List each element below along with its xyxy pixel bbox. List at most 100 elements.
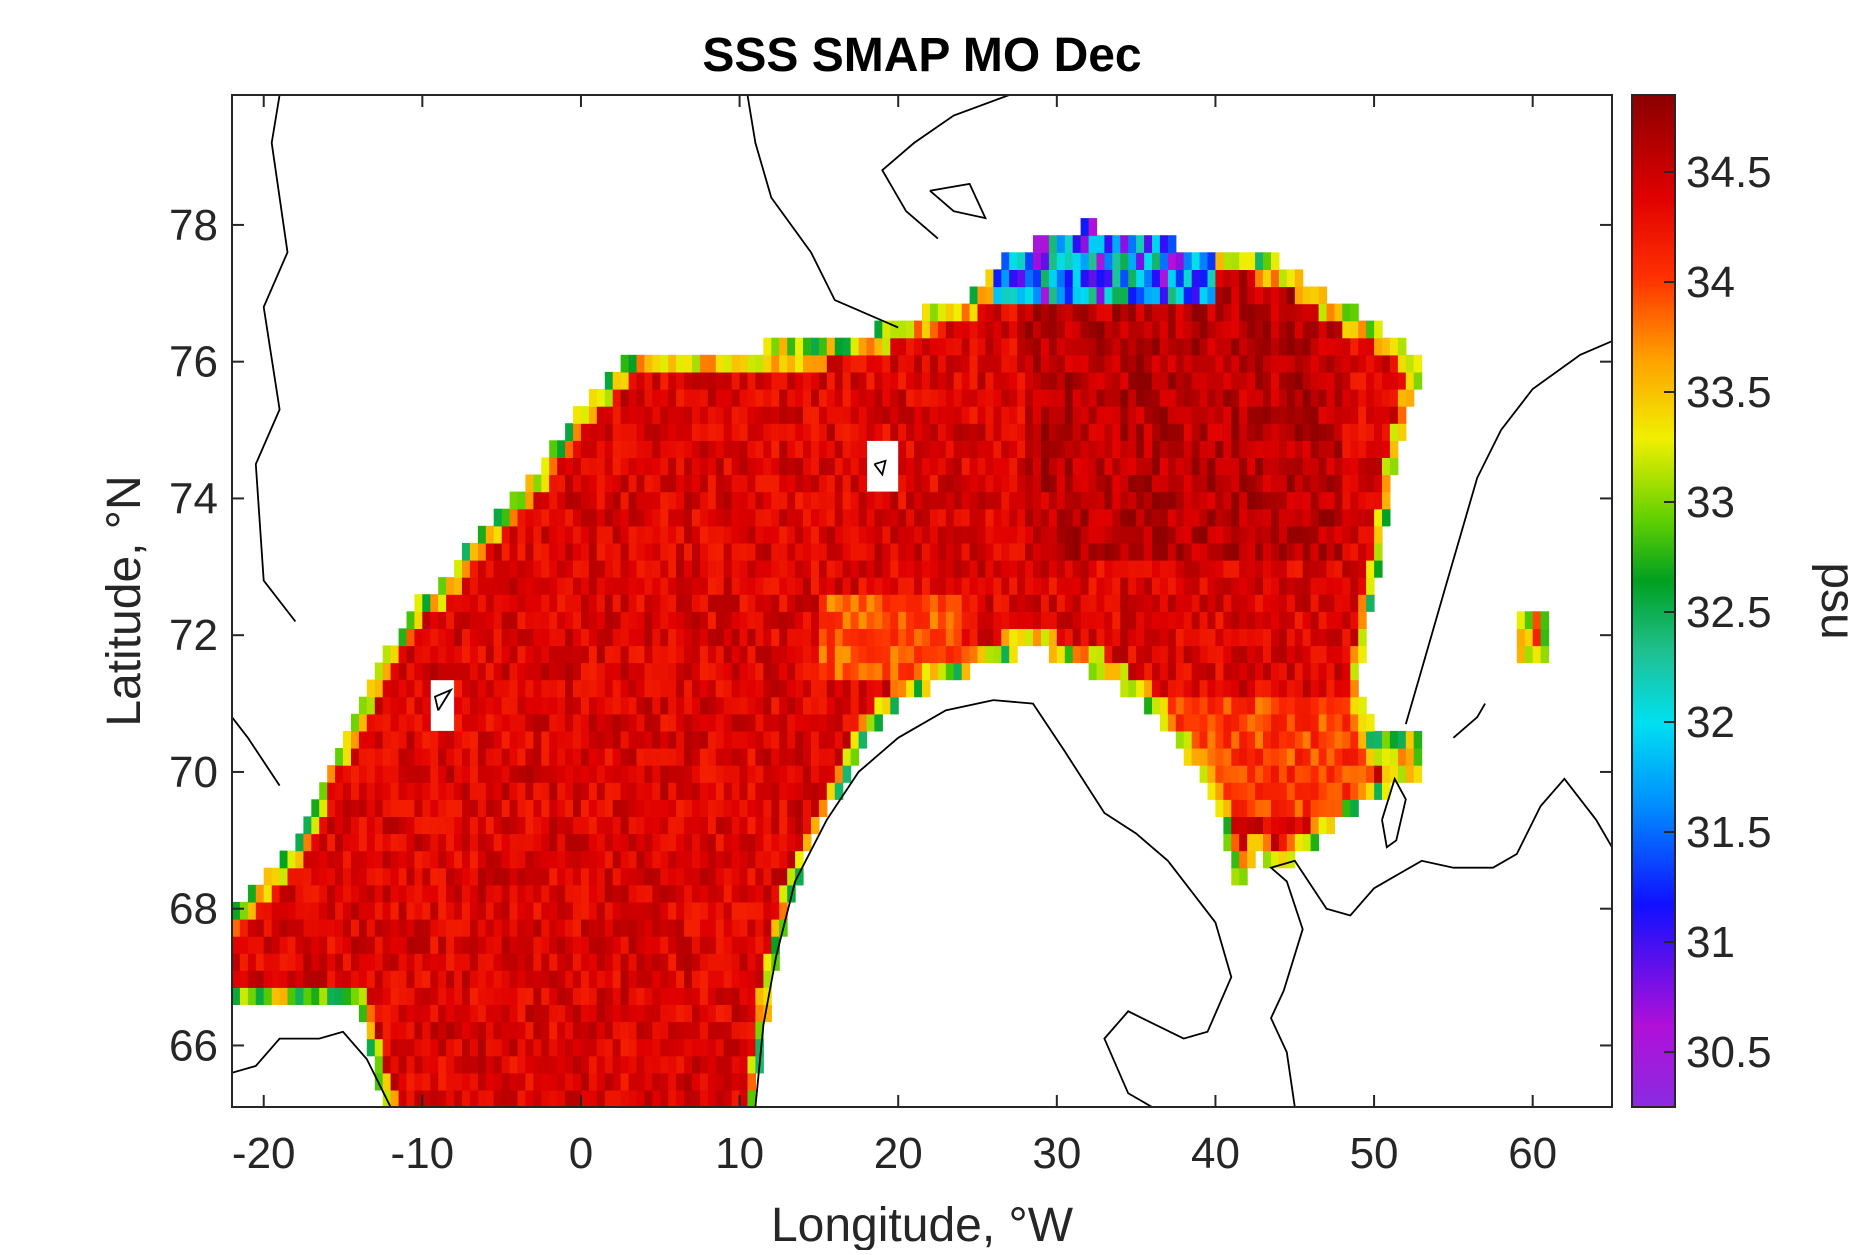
salinity-cell <box>390 1072 400 1091</box>
salinity-cell <box>374 1021 384 1040</box>
salinity-cell <box>573 850 582 869</box>
salinity-cell <box>382 713 392 732</box>
salinity-cell <box>462 987 471 1005</box>
salinity-cell <box>1255 423 1264 441</box>
salinity-cell <box>1128 662 1137 681</box>
salinity-cell <box>898 594 907 612</box>
salinity-cell <box>922 371 931 390</box>
salinity-cell <box>763 457 772 476</box>
salinity-cell <box>1136 594 1145 612</box>
salinity-cell <box>755 782 764 800</box>
salinity-cell <box>1263 713 1272 732</box>
salinity-cell <box>1128 645 1137 664</box>
salinity-cell <box>366 867 376 886</box>
salinity-cell <box>422 867 431 886</box>
salinity-cell <box>739 748 749 766</box>
salinity-cell <box>1215 799 1224 817</box>
salinity-cell <box>1247 679 1256 698</box>
salinity-cell <box>858 560 868 578</box>
salinity-cell <box>517 833 526 852</box>
salinity-cell <box>1231 594 1240 612</box>
salinity-cell <box>351 970 360 988</box>
salinity-cell <box>596 508 606 527</box>
salinity-cell <box>430 765 439 783</box>
salinity-cell <box>1255 628 1264 647</box>
salinity-cell <box>692 765 701 783</box>
salinity-cell <box>1318 799 1328 817</box>
salinity-cell <box>945 423 955 441</box>
salinity-cell <box>1191 696 1201 715</box>
salinity-cell <box>795 457 804 476</box>
salinity-cell <box>1318 645 1328 664</box>
salinity-cell <box>755 953 764 971</box>
salinity-cell <box>1033 303 1042 322</box>
salinity-cell <box>826 508 836 527</box>
salinity-cell <box>715 799 725 817</box>
salinity-cell <box>477 542 487 561</box>
salinity-cell <box>890 560 899 578</box>
salinity-cell <box>1175 337 1185 356</box>
salinity-cell <box>581 884 590 903</box>
salinity-cell <box>509 508 519 527</box>
salinity-cell <box>549 679 558 698</box>
salinity-cell <box>850 525 860 544</box>
salinity-cell <box>1072 389 1082 407</box>
salinity-cell <box>929 508 939 527</box>
salinity-cell <box>1342 577 1351 595</box>
salinity-cell <box>1271 525 1280 544</box>
salinity-cell <box>1136 286 1145 305</box>
salinity-cell <box>1056 474 1066 493</box>
salinity-cell <box>1231 833 1240 852</box>
salinity-cell <box>842 594 852 612</box>
salinity-cell <box>1294 679 1304 698</box>
salinity-cell <box>652 867 661 886</box>
salinity-cell <box>485 542 495 561</box>
salinity-cell <box>874 371 883 390</box>
salinity-cell <box>509 936 519 954</box>
salinity-cell <box>1048 286 1058 305</box>
salinity-cell <box>1286 406 1296 424</box>
salinity-cell <box>1223 406 1232 424</box>
salinity-cell <box>1350 474 1359 493</box>
salinity-cell <box>676 884 685 903</box>
salinity-cell <box>795 850 804 869</box>
salinity-cell <box>493 867 503 886</box>
salinity-cell <box>747 713 756 732</box>
salinity-cell <box>1175 679 1185 698</box>
salinity-cell <box>826 560 836 578</box>
salinity-cell <box>1231 611 1240 629</box>
salinity-cell <box>1310 354 1320 373</box>
salinity-cell <box>525 594 534 612</box>
salinity-cell <box>485 782 495 800</box>
salinity-cell <box>1207 491 1216 510</box>
salinity-cell <box>1318 782 1328 800</box>
salinity-cell <box>533 1021 542 1040</box>
salinity-cell <box>723 1055 733 1074</box>
salinity-cell <box>565 765 574 783</box>
salinity-cell <box>604 799 614 817</box>
salinity-cell <box>1056 577 1066 595</box>
salinity-cell <box>1104 269 1113 288</box>
salinity-cell <box>922 662 931 681</box>
salinity-cell <box>1286 320 1296 339</box>
salinity-cell <box>1041 354 1050 373</box>
salinity-cell <box>1207 782 1216 800</box>
salinity-cell <box>1033 406 1042 424</box>
salinity-cell <box>826 337 836 356</box>
salinity-cell <box>1223 696 1232 715</box>
salinity-cell <box>1326 320 1335 339</box>
salinity-cell <box>446 765 455 783</box>
salinity-cell <box>811 662 820 681</box>
salinity-cell <box>1350 389 1359 407</box>
salinity-cell <box>1175 525 1185 544</box>
salinity-cell <box>620 662 630 681</box>
salinity-cell <box>596 577 606 595</box>
salinity-cell <box>898 371 907 390</box>
salinity-cell <box>811 560 820 578</box>
salinity-cell <box>1223 286 1232 305</box>
salinity-cell <box>1104 440 1113 458</box>
salinity-cell <box>596 782 606 800</box>
salinity-cell <box>1120 235 1129 253</box>
salinity-cell <box>1263 474 1272 493</box>
salinity-cell <box>596 1004 606 1023</box>
